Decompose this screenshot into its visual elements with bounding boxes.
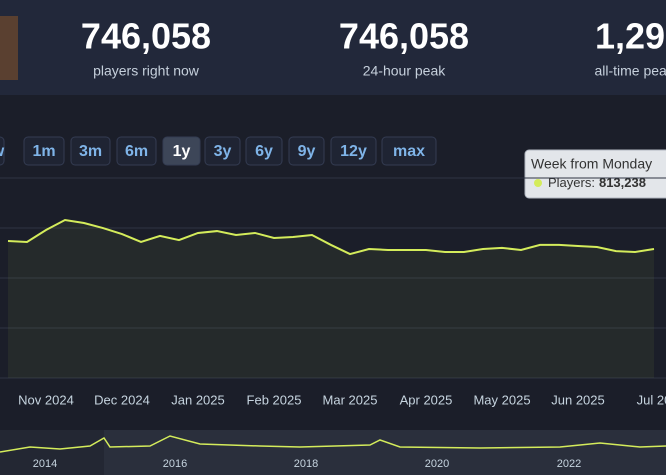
range-label[interactable]: max [393, 143, 425, 160]
navigator-line [0, 435, 666, 453]
stat-value: 1,295 [595, 16, 666, 57]
range-button[interactable] [70, 136, 111, 166]
range-button[interactable] [330, 136, 377, 166]
range-label[interactable]: 3y [214, 143, 232, 160]
tooltip [524, 149, 666, 199]
range-label[interactable]: 1y [173, 143, 191, 160]
players-line [7, 219, 655, 256]
stat-label: 24-hour peak [363, 63, 447, 79]
navigator-year: 2020 [425, 458, 449, 470]
range-button[interactable] [245, 136, 283, 166]
tooltip-dot [534, 179, 542, 187]
range-label[interactable]: 6m [125, 143, 148, 160]
navigator-year: 2016 [163, 458, 187, 470]
tooltip-title: Week from Monday [531, 156, 652, 172]
navigator-year: 2022 [557, 458, 581, 470]
range-label[interactable]: 12y [340, 143, 367, 160]
x-tick-label: Dec 2024 [94, 392, 150, 407]
tooltip-label: Players: [548, 175, 595, 190]
game-thumbnail [0, 16, 18, 80]
stat-label: all-time peak 9 [594, 63, 666, 79]
range-label[interactable]: 6y [255, 143, 273, 160]
line-area [8, 220, 654, 378]
range-button[interactable] [204, 136, 241, 166]
navigator-year: 2018 [294, 458, 318, 470]
range-button[interactable] [162, 136, 201, 166]
range-button[interactable] [288, 136, 325, 166]
range-button[interactable] [116, 136, 157, 166]
header [0, 0, 666, 95]
x-tick-label: May 2025 [473, 392, 530, 407]
stat-label: players right now [93, 63, 200, 79]
range-button[interactable] [23, 136, 65, 166]
navigator-year: 2014 [33, 458, 57, 470]
stat-value: 746,058 [339, 16, 469, 57]
x-tick-label: Jan 2025 [171, 392, 225, 407]
range-button[interactable] [381, 136, 437, 166]
navigator-window [104, 430, 666, 475]
range-label[interactable]: 3m [79, 143, 102, 160]
tooltip-value: 813,238 [599, 175, 646, 190]
range-label[interactable]: w [0, 143, 5, 160]
x-tick-label: Apr 2025 [400, 392, 453, 407]
stat-value: 746,058 [81, 16, 211, 57]
x-tick-label: Nov 2024 [18, 392, 74, 407]
tooltip-row: Players: 813,238 [548, 175, 646, 190]
range-button[interactable] [0, 136, 5, 166]
x-tick-label: Jul 20 [637, 392, 666, 407]
range-label[interactable]: 9y [298, 143, 316, 160]
x-tick-label: Jun 2025 [551, 392, 605, 407]
x-tick-label: Feb 2025 [247, 392, 302, 407]
range-label[interactable]: 1m [32, 143, 55, 160]
x-tick-label: Mar 2025 [323, 392, 378, 407]
